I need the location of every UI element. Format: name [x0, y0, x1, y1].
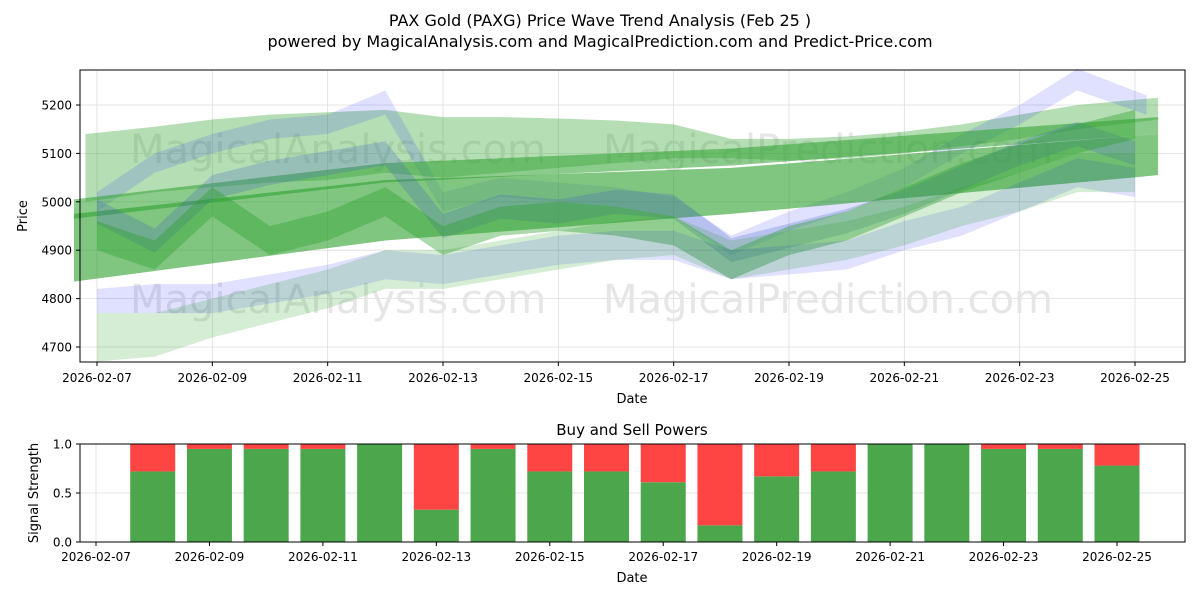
x-tick-label: 2026-02-09 [177, 371, 247, 385]
y-tick-label: 0.5 [53, 487, 72, 501]
y-tick-label: 4700 [41, 341, 72, 355]
buy-bar [640, 482, 686, 542]
y-tick-label: 5100 [41, 147, 72, 161]
y-tick-label: 5200 [41, 99, 72, 113]
buy-bar [130, 471, 176, 542]
signal-bars [130, 444, 1140, 542]
sell-bar [1037, 444, 1083, 449]
buy-bar [186, 448, 232, 542]
y-tick-label: 1.0 [53, 438, 72, 452]
price-band [73, 134, 1159, 282]
buy-bar [810, 471, 856, 542]
x-tick-label: 2026-02-23 [969, 550, 1039, 564]
chart-title: PAX Gold (PAXG) Price Wave Trend Analysi… [389, 11, 811, 30]
price-bands [73, 68, 1159, 362]
price-band [73, 117, 1159, 219]
buy-bar [697, 525, 743, 542]
sell-bar [810, 444, 856, 472]
x-tick-label: 2026-02-21 [855, 550, 925, 564]
buy-bar [981, 448, 1027, 542]
price-band [97, 121, 1135, 263]
y-tick-label: 5000 [41, 195, 72, 209]
buy-bar [754, 476, 800, 542]
bottom-x-label: Date [616, 571, 647, 586]
buy-bar [867, 444, 913, 542]
x-tick-label: 2026-02-13 [408, 371, 478, 385]
sell-bar [470, 444, 516, 449]
x-tick-label: 2026-02-07 [61, 550, 131, 564]
chart-subtitle: powered by MagicalAnalysis.com and Magic… [267, 32, 932, 51]
top-x-label: Date [616, 392, 647, 407]
buy-bar [1037, 448, 1083, 542]
sell-bar [130, 444, 176, 472]
sell-bar [413, 444, 459, 510]
price-band [97, 158, 1135, 314]
x-tick-label: 2026-02-23 [985, 371, 1055, 385]
watermark: MagicalPrediction.com [603, 277, 1053, 323]
x-tick-label: 2026-02-17 [628, 550, 698, 564]
bottom-title: Buy and Sell Powers [556, 421, 708, 439]
buy-bar [243, 448, 289, 542]
y-tick-label: 4900 [41, 244, 72, 258]
y-tick-label: 0.0 [53, 536, 72, 550]
price-band [97, 68, 1147, 256]
top-y-label: Price [16, 200, 31, 232]
bottom-axis-ticks: 0.0 0.5 1.0 2026-02-07 2026-02-09 2026-02-11 2… [53, 438, 1152, 565]
buy-bar [357, 444, 403, 542]
sell-bar [243, 444, 289, 449]
buy-bar [584, 471, 629, 542]
price-band [97, 153, 1135, 362]
x-tick-label: 2026-02-09 [175, 550, 245, 564]
bottom-y-label: Signal Strength [27, 443, 42, 543]
sell-bar [640, 444, 686, 483]
sell-bar [527, 444, 573, 472]
x-tick-label: 2026-02-13 [401, 550, 471, 564]
buy-bar [300, 448, 346, 542]
sell-bar [754, 444, 800, 477]
x-tick-label: 2026-02-17 [639, 371, 709, 385]
buy-bar [924, 444, 970, 542]
x-tick-label: 2026-02-15 [515, 550, 585, 564]
top-axis-ticks: 4700 4800 4900 5000 5100 5200 2026-02-07 2026-0… [41, 99, 1169, 386]
x-tick-label: 2026-02-25 [1082, 550, 1152, 564]
top-plot-frame [79, 69, 1186, 363]
x-tick-label: 2026-02-25 [1100, 371, 1170, 385]
watermark: MagicalAnalysis.com [130, 277, 546, 323]
x-tick-label: 2026-02-19 [742, 550, 812, 564]
sell-bar [584, 444, 629, 472]
buy-bar [1094, 465, 1140, 542]
buy-bar [527, 471, 573, 542]
sell-bar [1094, 444, 1140, 466]
x-tick-label: 2026-02-11 [293, 371, 363, 385]
sell-bar [981, 444, 1027, 449]
x-tick-label: 2026-02-19 [754, 371, 824, 385]
x-tick-label: 2026-02-11 [288, 550, 358, 564]
x-tick-label: 2026-02-15 [523, 371, 593, 385]
x-tick-label: 2026-02-07 [62, 371, 132, 385]
price-band [97, 109, 1135, 280]
x-tick-label: 2026-02-21 [869, 371, 939, 385]
sell-bar [300, 444, 346, 449]
buy-bar [413, 509, 459, 542]
buy-bar [470, 448, 516, 542]
sell-bar [186, 444, 232, 449]
y-tick-label: 4800 [41, 292, 72, 306]
sell-bar [697, 444, 743, 526]
